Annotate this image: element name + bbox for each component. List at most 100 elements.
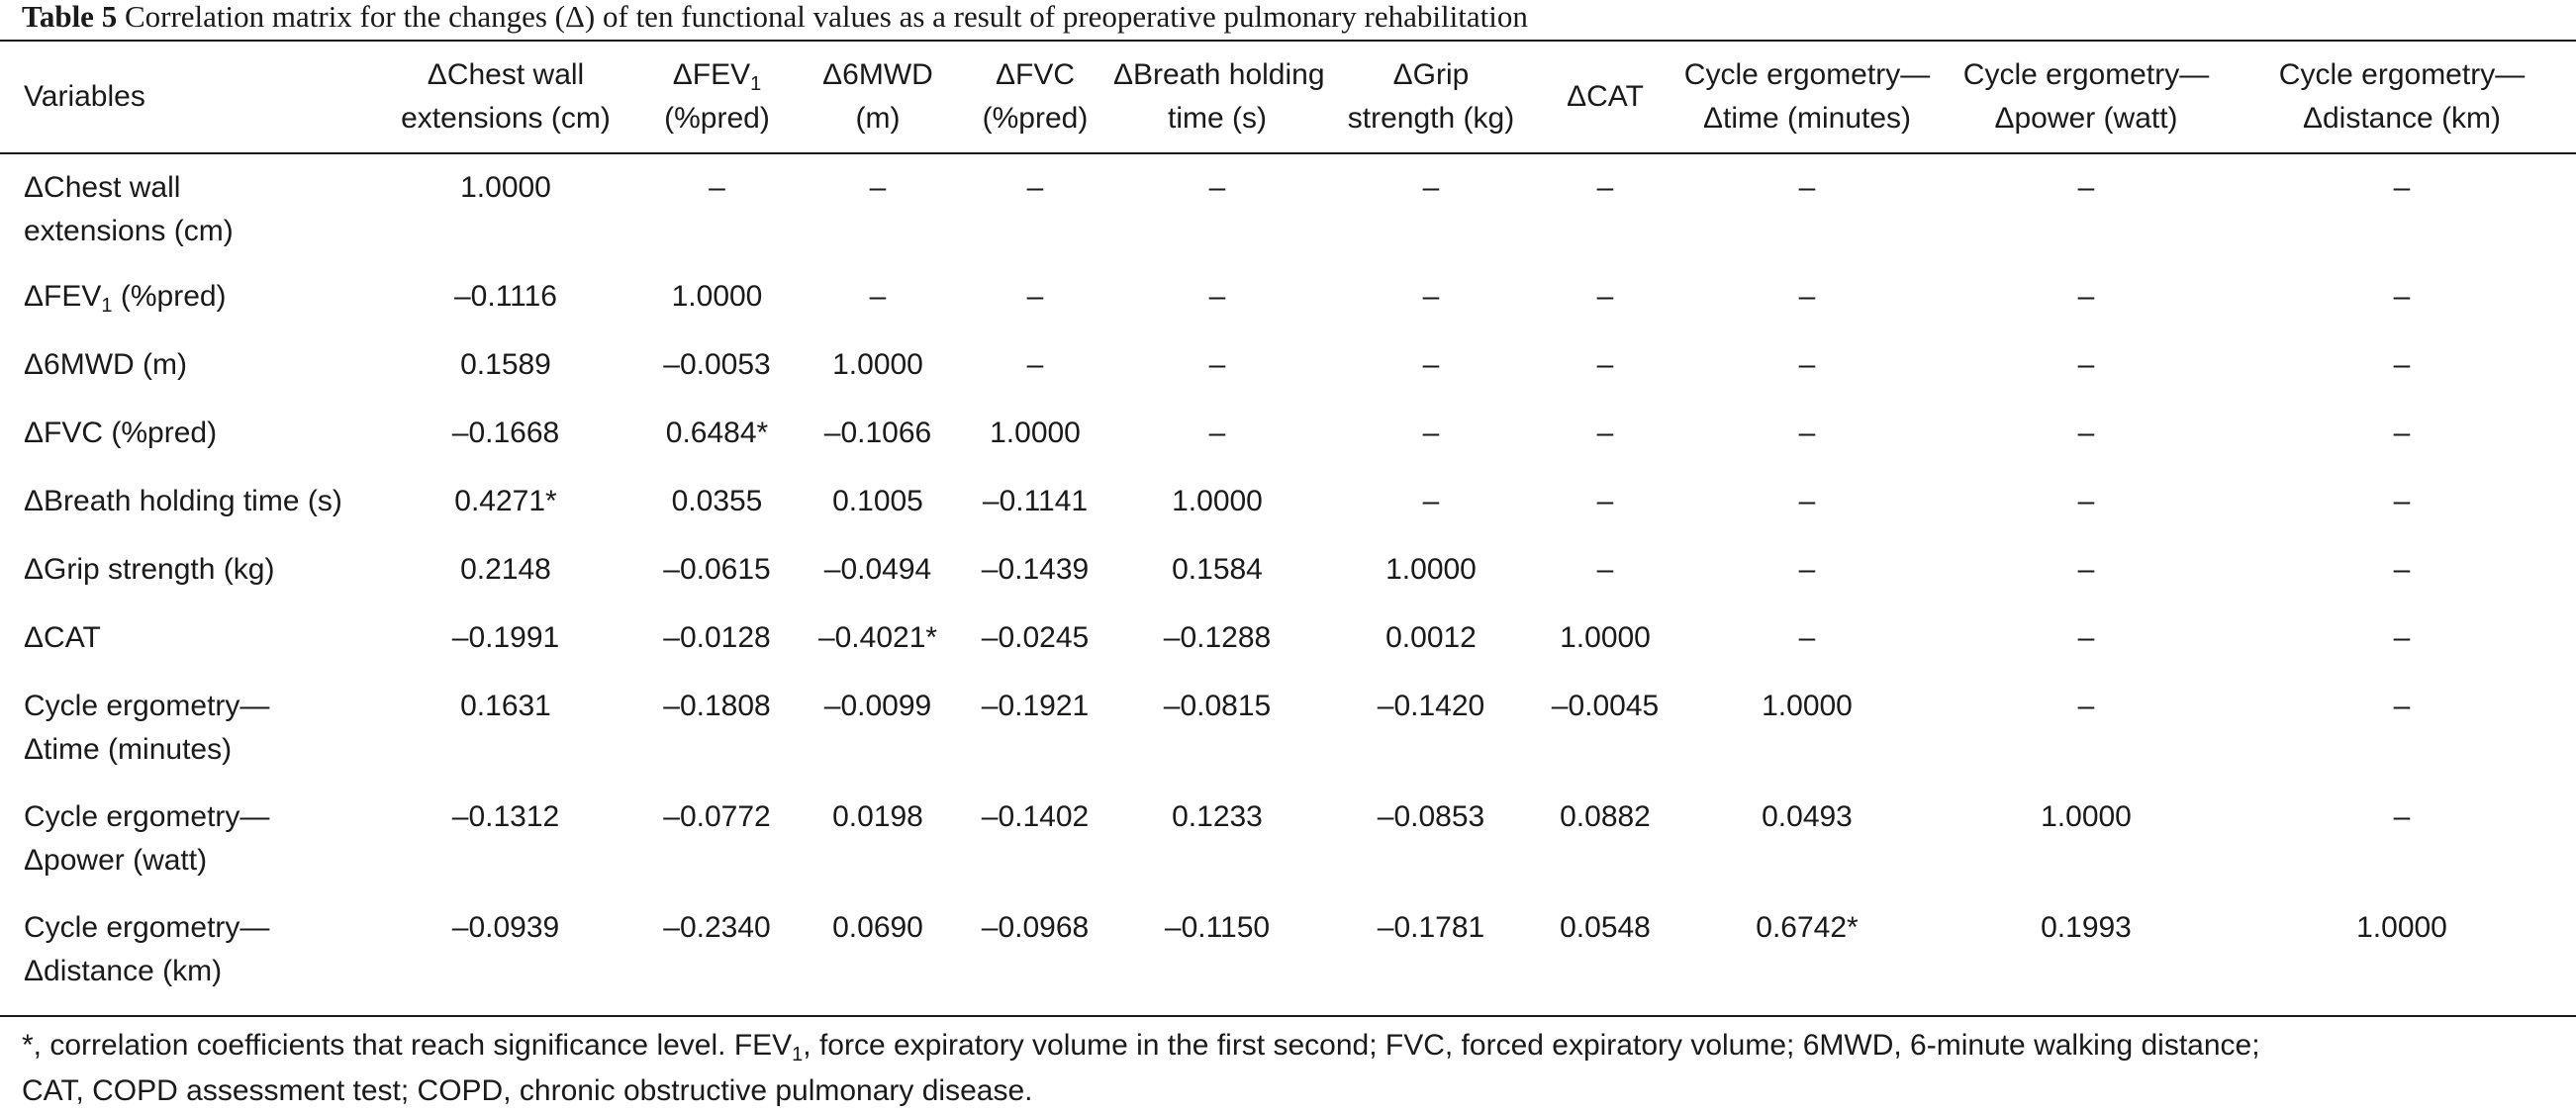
table-cell: – (2393, 348, 2411, 381)
table-cell: 0.6484* (665, 417, 769, 449)
row-label: ΔCAT (24, 621, 101, 654)
table-cell: – (1596, 171, 1614, 204)
table-cell: – (1798, 280, 1816, 313)
table-cell: 0.1993 (2041, 911, 2132, 944)
table-footnote: *, correlation coefficients that reach s… (22, 1029, 2260, 1107)
table-cell: – (1596, 348, 1614, 381)
table-caption-label: Table 5 (22, 0, 118, 34)
row-label: ΔChest wall extensions (cm) (24, 171, 234, 247)
table-cell: – (1798, 621, 1816, 654)
table-cell: –0.0615 (663, 553, 771, 586)
table-cell: –0.0853 (1377, 800, 1485, 833)
table-cell: –0.1991 (451, 621, 560, 654)
table-cell: –0.1312 (451, 800, 560, 833)
table-cell: – (1798, 553, 1816, 586)
table-cell: –0.1288 (1163, 621, 1272, 654)
table-caption-text: Correlation matrix for the changes (Δ) o… (124, 0, 1528, 34)
table-cell: 1.0000 (460, 171, 551, 204)
table-cell: 0.0493 (1762, 800, 1853, 833)
correlation-matrix-table: Variables ΔChest wall extensions (cm) ΔFE… (0, 42, 2576, 1005)
table-cell: 0.1005 (832, 485, 923, 517)
table-cell: –0.1420 (1377, 690, 1485, 722)
table-cell: 0.0882 (1560, 800, 1651, 833)
table-cell: – (2393, 690, 2411, 722)
table-cell: – (1208, 417, 1226, 449)
table-cell: – (2077, 280, 2095, 313)
table-cell: –0.0968 (981, 911, 1090, 944)
table-cell: –0.1781 (1377, 911, 1485, 944)
table-cell: –0.1141 (982, 485, 1089, 517)
table-cell: – (1422, 348, 1440, 381)
table-cell: – (1596, 485, 1614, 517)
table-cell: – (1798, 417, 1816, 449)
table-cell: –0.1808 (663, 690, 771, 722)
table-caption: Table 5 Correlation matrix for the chang… (22, 0, 1528, 34)
table-cell: 1.0000 (990, 417, 1081, 449)
table-cell: –0.1402 (981, 800, 1090, 833)
table-cell: –0.2340 (663, 911, 771, 944)
row-label: ΔGrip strength (kg) (24, 553, 275, 586)
header-col-8: Cycle ergometry— Δtime (minutes) (1683, 58, 1931, 135)
table-cell: 0.0198 (832, 800, 923, 833)
table-cell: – (2393, 800, 2411, 833)
table-cell: –0.0045 (1551, 690, 1660, 722)
row-label: Cycle ergometry— Δtime (minutes) (24, 690, 270, 766)
table-row: Δ6MWD (m) 0.1589 –0.0053 1.0000 – – – – – – – (0, 331, 2576, 400)
table-cell: 1.0000 (2356, 911, 2447, 944)
table-cell: – (709, 171, 725, 204)
table-cell: 1.0000 (1762, 690, 1853, 722)
header-col-6: ΔGrip strength (kg) (1347, 58, 1515, 135)
header-row: Variables ΔChest wall extensions (cm) ΔFE… (0, 42, 2576, 152)
header-col-4: ΔFVC (%pred) (982, 58, 1089, 135)
table-row: ΔCAT –0.1991 –0.0128 –0.4021* –0.0245 –0.1288… (0, 604, 2576, 673)
table-cell: – (1798, 171, 1816, 204)
table-cell: – (2077, 690, 2095, 722)
table-cell: – (1422, 485, 1440, 517)
table-cell: – (2077, 621, 2095, 654)
table-cell: 0.2148 (460, 553, 551, 586)
table-cell: – (869, 171, 887, 204)
table-row: ΔFEV1 (%pred) –0.1116 1.0000 – – – – – – – – (0, 263, 2576, 331)
table-cell: –0.0099 (823, 690, 932, 722)
header-col-5: ΔBreath holding time (s) (1113, 58, 1325, 135)
table-cell: – (2077, 348, 2095, 381)
table-cell: – (2077, 417, 2095, 449)
table-cell: – (1422, 280, 1440, 313)
table-cell: 0.4271* (454, 485, 557, 517)
table-cell: – (2077, 485, 2095, 517)
table-cell: –0.0494 (823, 553, 932, 586)
table-cell: – (2393, 621, 2411, 654)
table-row: Cycle ergometry— Δpower (watt) –0.1312 –0.0… (0, 784, 2576, 894)
table-cell: – (2077, 553, 2095, 586)
table-cell: – (2393, 417, 2411, 449)
table-row: ΔGrip strength (kg) 0.2148 –0.0615 –0.0494 –… (0, 536, 2576, 604)
table-cell: – (2393, 553, 2411, 586)
header-col-9: Cycle ergometry— Δpower (watt) (1962, 58, 2210, 135)
table-cell: –0.0772 (663, 800, 771, 833)
table-cell: – (1026, 171, 1044, 204)
row-label: ΔFVC (%pred) (24, 417, 218, 449)
table-cell: –0.0815 (1163, 690, 1272, 722)
table-cell: – (1596, 553, 1614, 586)
table-cell: 1.0000 (671, 280, 763, 313)
table-row: ΔChest wall extensions (cm) 1.0000 – – – – – – – –… (0, 152, 2576, 263)
row-label: Δ6MWD (m) (24, 348, 187, 381)
table-row: ΔBreath holding time (s) 0.4271* 0.0355 0.1… (0, 468, 2576, 536)
header-col-1: ΔChest wall extensions (cm) (401, 58, 611, 135)
table-cell: 0.0012 (1385, 621, 1477, 654)
bottom-rule (0, 1015, 2576, 1017)
table-cell: –0.0939 (451, 911, 560, 944)
table-cell: – (1798, 485, 1816, 517)
table-cell: 0.1584 (1172, 553, 1263, 586)
table-cell: – (1422, 417, 1440, 449)
table-cell: – (1026, 348, 1044, 381)
table-cell: –0.1439 (981, 553, 1090, 586)
table-cell: 1.0000 (1385, 553, 1477, 586)
table-cell: – (869, 280, 887, 313)
table-row: Cycle ergometry— Δdistance (km) –0.0939 –0.… (0, 894, 2576, 1005)
table-cell: –0.1150 (1164, 911, 1271, 944)
row-label: ΔBreath holding time (s) (24, 485, 342, 517)
table-body: ΔChest wall extensions (cm) 1.0000 – – – – – – – –… (0, 152, 2576, 1005)
header-rule (0, 152, 2576, 154)
header-variables: Variables (24, 80, 145, 113)
